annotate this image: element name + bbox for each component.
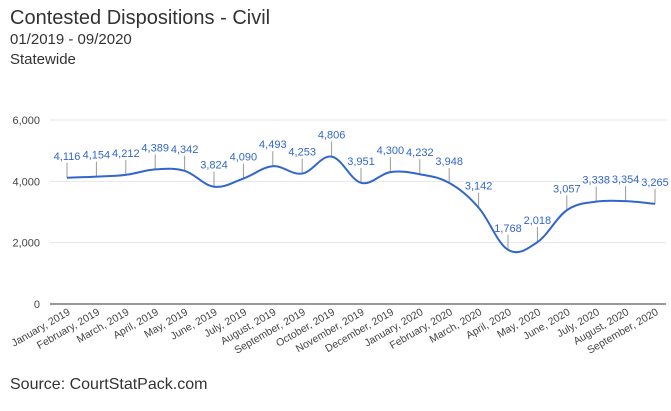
data-label: 4,806 bbox=[318, 130, 346, 142]
y-tick-label: 0 bbox=[34, 299, 40, 311]
date-range: 01/2019 - 09/2020 bbox=[10, 31, 132, 48]
data-label: 3,948 bbox=[435, 156, 463, 168]
data-point bbox=[153, 167, 158, 172]
data-point bbox=[594, 199, 599, 204]
data-point bbox=[388, 170, 393, 175]
data-label: 4,253 bbox=[288, 147, 316, 159]
y-tick-label: 2,000 bbox=[12, 238, 40, 250]
data-label: 4,154 bbox=[83, 150, 111, 162]
data-point bbox=[94, 174, 99, 179]
data-label: 4,232 bbox=[406, 147, 434, 159]
data-point bbox=[241, 176, 246, 181]
data-label: 3,265 bbox=[641, 177, 669, 189]
data-label: 4,090 bbox=[230, 152, 258, 164]
data-point bbox=[270, 164, 275, 169]
data-label: 4,212 bbox=[112, 148, 140, 160]
data-point bbox=[182, 168, 187, 173]
chart-header: Contested Dispositions - Civil 01/2019 -… bbox=[10, 6, 270, 70]
data-point bbox=[476, 205, 481, 210]
data-label: 3,951 bbox=[347, 156, 375, 168]
data-point bbox=[212, 184, 217, 189]
data-label: 1,768 bbox=[494, 223, 522, 235]
y-tick-label: 4,000 bbox=[12, 176, 40, 188]
series-line bbox=[66, 155, 656, 254]
data-label: 4,493 bbox=[259, 139, 287, 151]
scope-label: Statewide bbox=[10, 51, 76, 68]
data-label: 3,142 bbox=[465, 181, 493, 193]
data-point bbox=[506, 247, 511, 252]
data-point bbox=[535, 240, 540, 245]
data-point bbox=[417, 172, 422, 177]
data-label: 4,300 bbox=[377, 145, 405, 157]
y-tick-label: 6,000 bbox=[12, 115, 40, 127]
data-point bbox=[564, 208, 569, 213]
source-note: Source: CourtStatPack.com bbox=[10, 376, 208, 393]
data-label: 3,824 bbox=[200, 160, 228, 172]
data-point bbox=[653, 201, 658, 206]
data-point bbox=[123, 172, 128, 177]
data-label: 4,342 bbox=[171, 144, 199, 156]
data-point bbox=[300, 171, 305, 176]
data-point bbox=[329, 154, 334, 159]
data-label: 3,338 bbox=[582, 175, 610, 187]
data-point bbox=[447, 180, 452, 185]
data-point bbox=[359, 180, 364, 185]
data-label: 4,116 bbox=[54, 151, 81, 163]
data-label: 3,057 bbox=[553, 183, 581, 195]
data-point bbox=[65, 175, 70, 180]
chart-title: Contested Dispositions - Civil bbox=[10, 7, 271, 29]
data-label: 4,389 bbox=[141, 142, 169, 154]
data-label: 2,018 bbox=[524, 215, 552, 227]
data-label: 3,354 bbox=[612, 174, 640, 186]
data-point bbox=[623, 199, 628, 204]
